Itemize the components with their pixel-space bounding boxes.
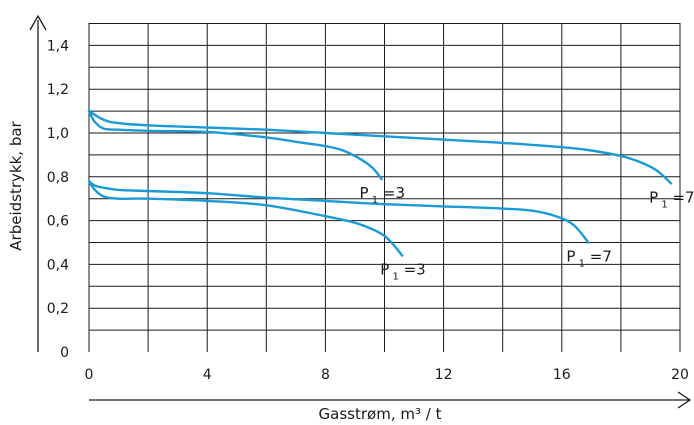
x-tick-label: 16	[553, 367, 571, 383]
y-tick-label: 1,0	[47, 126, 69, 142]
series-group	[87, 109, 673, 257]
series-line-1	[87, 109, 383, 181]
series-labels: P 1 =3 P 1 =7 P 1 =3 P 1 =7	[360, 184, 694, 283]
x-tick-label: 20	[671, 367, 689, 383]
y-tick-label: 1,2	[47, 82, 69, 98]
series-label-2: P 1 =7	[649, 188, 694, 210]
y-tick-label: 0	[60, 345, 69, 361]
y-tick-label: 0,4	[47, 257, 69, 273]
y-tick-label: 1,4	[47, 38, 69, 54]
series-line-3	[87, 180, 404, 257]
y-tick-label: 0,8	[47, 170, 69, 186]
x-tick-labels: 0 4 8 12 16 20	[85, 367, 689, 383]
y-axis-arrow	[29, 14, 47, 31]
x-tick-label: 12	[435, 367, 453, 383]
series-label-1: P 1 =3	[360, 184, 405, 206]
series-line-2	[87, 109, 673, 185]
axes	[29, 14, 692, 409]
y-tick-label: 0,2	[47, 301, 69, 317]
x-axis-title: Gasstrøm, m³ / t	[319, 405, 442, 423]
x-tick-label: 4	[203, 367, 212, 383]
x-tick-label: 8	[321, 367, 330, 383]
y-axis-title: Arbeidstrykk, bar	[7, 120, 25, 250]
y-tick-label: 0,6	[47, 214, 69, 230]
series-label-4: P 1 =7	[566, 248, 611, 270]
x-axis-arrow	[677, 391, 692, 409]
grid	[88, 23, 681, 352]
x-tick-label: 0	[85, 367, 94, 383]
series-label-3: P 1 =3	[380, 261, 425, 283]
y-tick-labels: 0 0,2 0,4 0,6 0,8 1,0 1,2 1,4	[47, 38, 69, 361]
series-line-4	[87, 180, 590, 244]
